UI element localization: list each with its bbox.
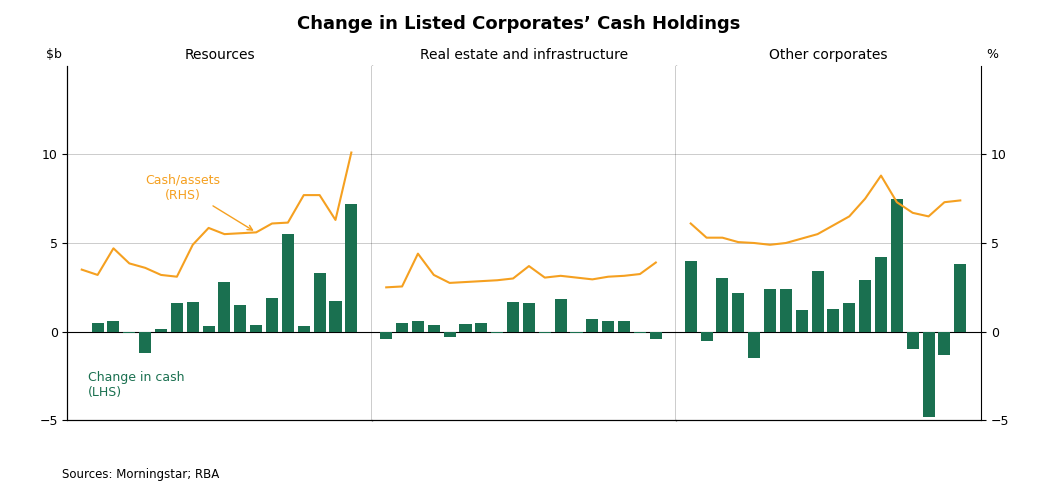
Bar: [443, 332, 456, 337]
Bar: [554, 299, 567, 332]
Bar: [650, 332, 662, 339]
Bar: [187, 301, 199, 332]
Bar: [843, 303, 855, 332]
Bar: [491, 332, 503, 333]
Bar: [380, 332, 392, 339]
Bar: [891, 199, 903, 332]
Bar: [796, 311, 808, 332]
Text: $b: $b: [47, 48, 62, 61]
Bar: [618, 321, 630, 332]
Bar: [685, 260, 696, 332]
Bar: [218, 282, 230, 332]
Bar: [716, 278, 729, 332]
Bar: [412, 321, 424, 332]
Bar: [907, 332, 919, 349]
Bar: [859, 280, 871, 332]
Bar: [923, 332, 934, 417]
Bar: [732, 293, 744, 332]
Bar: [602, 321, 614, 332]
Bar: [313, 273, 326, 332]
Bar: [701, 332, 713, 341]
Bar: [780, 289, 792, 332]
Bar: [938, 332, 951, 355]
Bar: [764, 289, 776, 332]
Text: Cash/assets
(RHS): Cash/assets (RHS): [145, 174, 252, 230]
Bar: [827, 309, 840, 332]
Bar: [250, 325, 263, 332]
Bar: [812, 271, 823, 332]
Bar: [523, 303, 535, 332]
Bar: [397, 323, 408, 332]
Text: Change in cash
(LHS): Change in cash (LHS): [88, 371, 185, 399]
Bar: [428, 325, 440, 332]
Bar: [586, 319, 598, 332]
Text: Change in Listed Corporates’ Cash Holdings: Change in Listed Corporates’ Cash Holdin…: [297, 15, 741, 33]
Bar: [475, 323, 488, 332]
Bar: [282, 234, 294, 332]
Text: Sources: Morningstar; RBA: Sources: Morningstar; RBA: [62, 468, 219, 481]
Bar: [91, 323, 104, 332]
Bar: [507, 301, 519, 332]
Bar: [202, 327, 215, 332]
Bar: [460, 324, 471, 332]
Title: Resources: Resources: [185, 48, 255, 62]
Text: %: %: [986, 48, 999, 61]
Bar: [266, 298, 278, 332]
Bar: [748, 332, 760, 358]
Bar: [155, 329, 167, 332]
Bar: [875, 257, 887, 332]
Bar: [108, 321, 119, 332]
Bar: [298, 327, 309, 332]
Bar: [124, 332, 135, 333]
Bar: [139, 332, 152, 353]
Bar: [634, 332, 646, 333]
Bar: [346, 204, 357, 332]
Bar: [954, 264, 966, 332]
Title: Other corporates: Other corporates: [769, 48, 887, 62]
Title: Real estate and infrastructure: Real estate and infrastructure: [420, 48, 628, 62]
Bar: [171, 303, 183, 332]
Bar: [329, 301, 342, 332]
Bar: [235, 305, 246, 332]
